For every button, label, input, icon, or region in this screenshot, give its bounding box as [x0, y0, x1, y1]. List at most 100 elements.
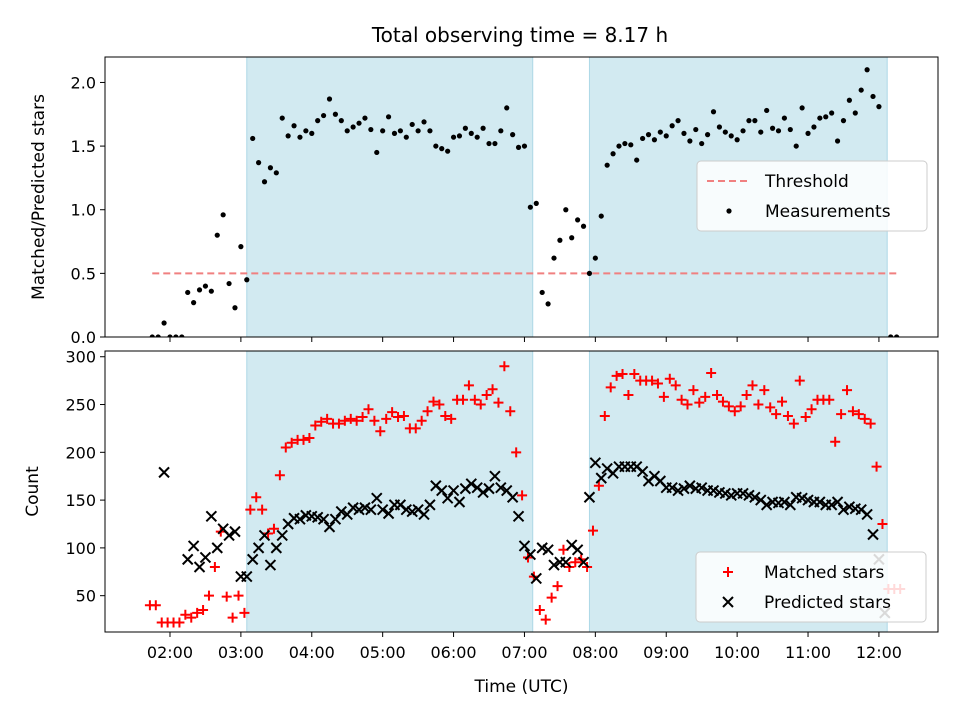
predicted-star-point	[246, 553, 259, 566]
matched-star-point	[446, 413, 457, 424]
predicted-star-point	[193, 561, 206, 573]
legend-label: Matched stars	[764, 563, 884, 583]
matched-star-point	[859, 413, 870, 424]
measurement-point	[391, 130, 398, 136]
y-axis-label: Count	[23, 466, 43, 517]
series-predicted-stars	[158, 457, 891, 619]
measurement-point	[758, 129, 764, 135]
matched-star-point	[463, 380, 474, 391]
matched-star-point	[871, 461, 882, 472]
matched-star-point	[245, 504, 256, 515]
matched-star-point	[617, 368, 628, 379]
predicted-star-point	[205, 510, 218, 523]
predicted-star-point	[814, 496, 826, 508]
predicted-star-point	[595, 472, 607, 484]
measurement-point	[261, 179, 268, 185]
series-measurements	[149, 67, 900, 337]
matched-star-point	[434, 399, 445, 410]
measurement-point	[179, 334, 185, 337]
measurement-point	[876, 104, 882, 110]
predicted-star-point	[684, 480, 696, 492]
measurement-point	[846, 97, 852, 103]
legend: Threshold Measurements	[696, 160, 928, 232]
predicted-star-point	[695, 481, 708, 494]
measurement-point	[368, 126, 374, 133]
legend-label: Threshold	[764, 172, 849, 192]
measurement-point	[823, 114, 829, 120]
predicted-star-point	[199, 551, 212, 564]
measurement-point	[829, 110, 835, 116]
matched-star-point	[233, 590, 244, 601]
measurement-point	[409, 121, 415, 128]
measurement-point	[315, 118, 321, 124]
measurement-point	[362, 115, 368, 121]
measurement-point	[775, 128, 782, 134]
predicted-star-point	[294, 513, 306, 525]
matched-star-point	[475, 399, 486, 410]
matched-star-point	[753, 399, 764, 410]
legend-label: Measurements	[765, 202, 891, 222]
measurement-point	[191, 300, 197, 306]
measurement-point	[817, 115, 823, 121]
measurement-point	[320, 112, 327, 119]
measurement-point	[764, 107, 770, 114]
measurement-point	[527, 204, 533, 210]
predicted-star-point	[837, 503, 850, 516]
matched-star-point	[209, 562, 220, 573]
matched-star-point	[422, 406, 433, 417]
matched-star-point	[221, 591, 232, 602]
predicted-star-point	[495, 481, 507, 494]
measurement-point	[338, 118, 344, 124]
predicted-star-point	[784, 499, 797, 511]
measurement-point	[173, 334, 179, 337]
measurement-point	[492, 140, 498, 147]
measurement-point	[781, 115, 787, 121]
matched-star-point	[280, 442, 291, 453]
matched-star-point	[286, 437, 297, 448]
matched-star-point	[274, 470, 285, 481]
matched-star-point	[629, 368, 640, 379]
measurement-point	[214, 232, 220, 238]
predicted-star-point	[187, 540, 200, 552]
matched-star-point	[263, 528, 274, 539]
predicted-star-point	[323, 521, 336, 533]
measurement-point	[397, 128, 403, 134]
matched-star-point	[499, 361, 510, 372]
x-tick-label: 07:00	[501, 643, 547, 662]
y-tick-label: 250	[65, 396, 96, 415]
measurement-point	[657, 129, 663, 135]
matched-star-point	[505, 406, 516, 417]
predicted-star-point	[465, 478, 477, 490]
matched-star-point	[759, 385, 770, 396]
measurement-point	[704, 132, 711, 138]
predicted-star-point	[512, 510, 525, 523]
measurement-point	[569, 235, 575, 241]
predicted-star-point	[483, 482, 495, 495]
predicted-star-point	[778, 496, 791, 508]
predicted-star-point	[489, 470, 501, 482]
y-tick-label: 2.0	[71, 73, 96, 92]
measurement-point	[208, 288, 214, 294]
matched-star-point	[304, 432, 315, 443]
predicted-star-point	[447, 484, 460, 497]
measurement-point	[710, 109, 717, 115]
predicted-star-point	[530, 572, 542, 585]
measurement-point	[374, 149, 380, 156]
matched-star-point	[493, 397, 504, 408]
measurement-point	[297, 134, 303, 140]
predicted-star-point	[270, 542, 283, 554]
predicted-star-point	[506, 491, 519, 503]
measurement-point	[888, 334, 894, 337]
measurement-point	[870, 93, 876, 100]
measurement-point	[474, 134, 480, 140]
predicted-star-point	[589, 457, 602, 469]
measurement-point	[403, 134, 409, 140]
predicted-star-point	[583, 491, 596, 503]
measurement-point	[852, 110, 858, 116]
y-tick-label: 1.0	[71, 201, 96, 220]
predicted-star-point	[229, 525, 241, 538]
predicted-star-point	[182, 553, 194, 566]
predicted-star-point	[424, 499, 436, 511]
matched-star-point	[865, 418, 876, 429]
